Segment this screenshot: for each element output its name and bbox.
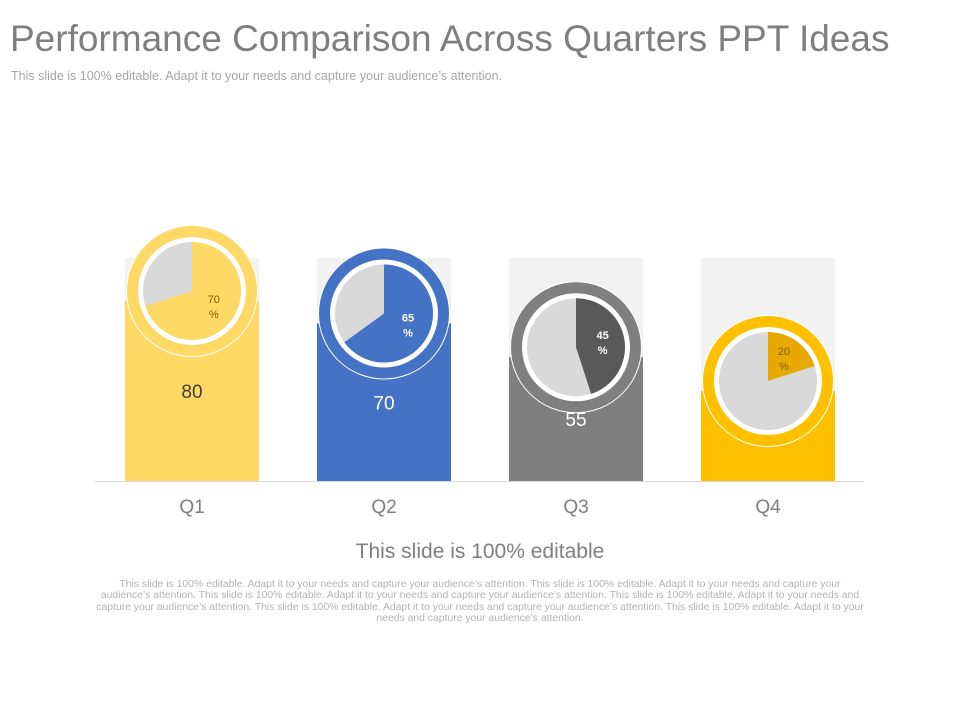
pie-percent-label: 20% [778, 346, 790, 373]
x-tick-label: Q1 [179, 497, 204, 518]
page-title: Performance Comparison Across Quarters P… [10, 18, 890, 59]
pie-percent-label: 65% [402, 313, 414, 340]
caption-body: This slide is 100% editable. Adapt it to… [96, 579, 864, 625]
bar-value-label: 70 [373, 393, 394, 414]
bar-value-label: 80 [181, 382, 202, 403]
pie-ring-q3 [511, 282, 641, 413]
pie-percent-label: 45% [596, 330, 608, 357]
pie-slice-q3 [576, 298, 625, 394]
bar-value-label: 55 [565, 410, 586, 431]
pie-slice-q4 [768, 332, 815, 381]
pie-slice-q1 [145, 242, 241, 340]
x-tick-label: Q3 [563, 497, 588, 518]
pie-percent-label: 70% [208, 294, 220, 321]
pie-ring-q4 [703, 316, 833, 446]
pie-ring-q2 [319, 248, 449, 379]
pie-ring-q1 [127, 226, 257, 356]
page-subtitle: This slide is 100% editable. Adapt it to… [11, 69, 503, 83]
caption-title: This slide is 100% editable [355, 540, 605, 563]
pie-slice-q2 [344, 264, 433, 363]
x-tick-label: Q2 [371, 497, 396, 518]
x-tick-label: Q4 [755, 497, 781, 518]
